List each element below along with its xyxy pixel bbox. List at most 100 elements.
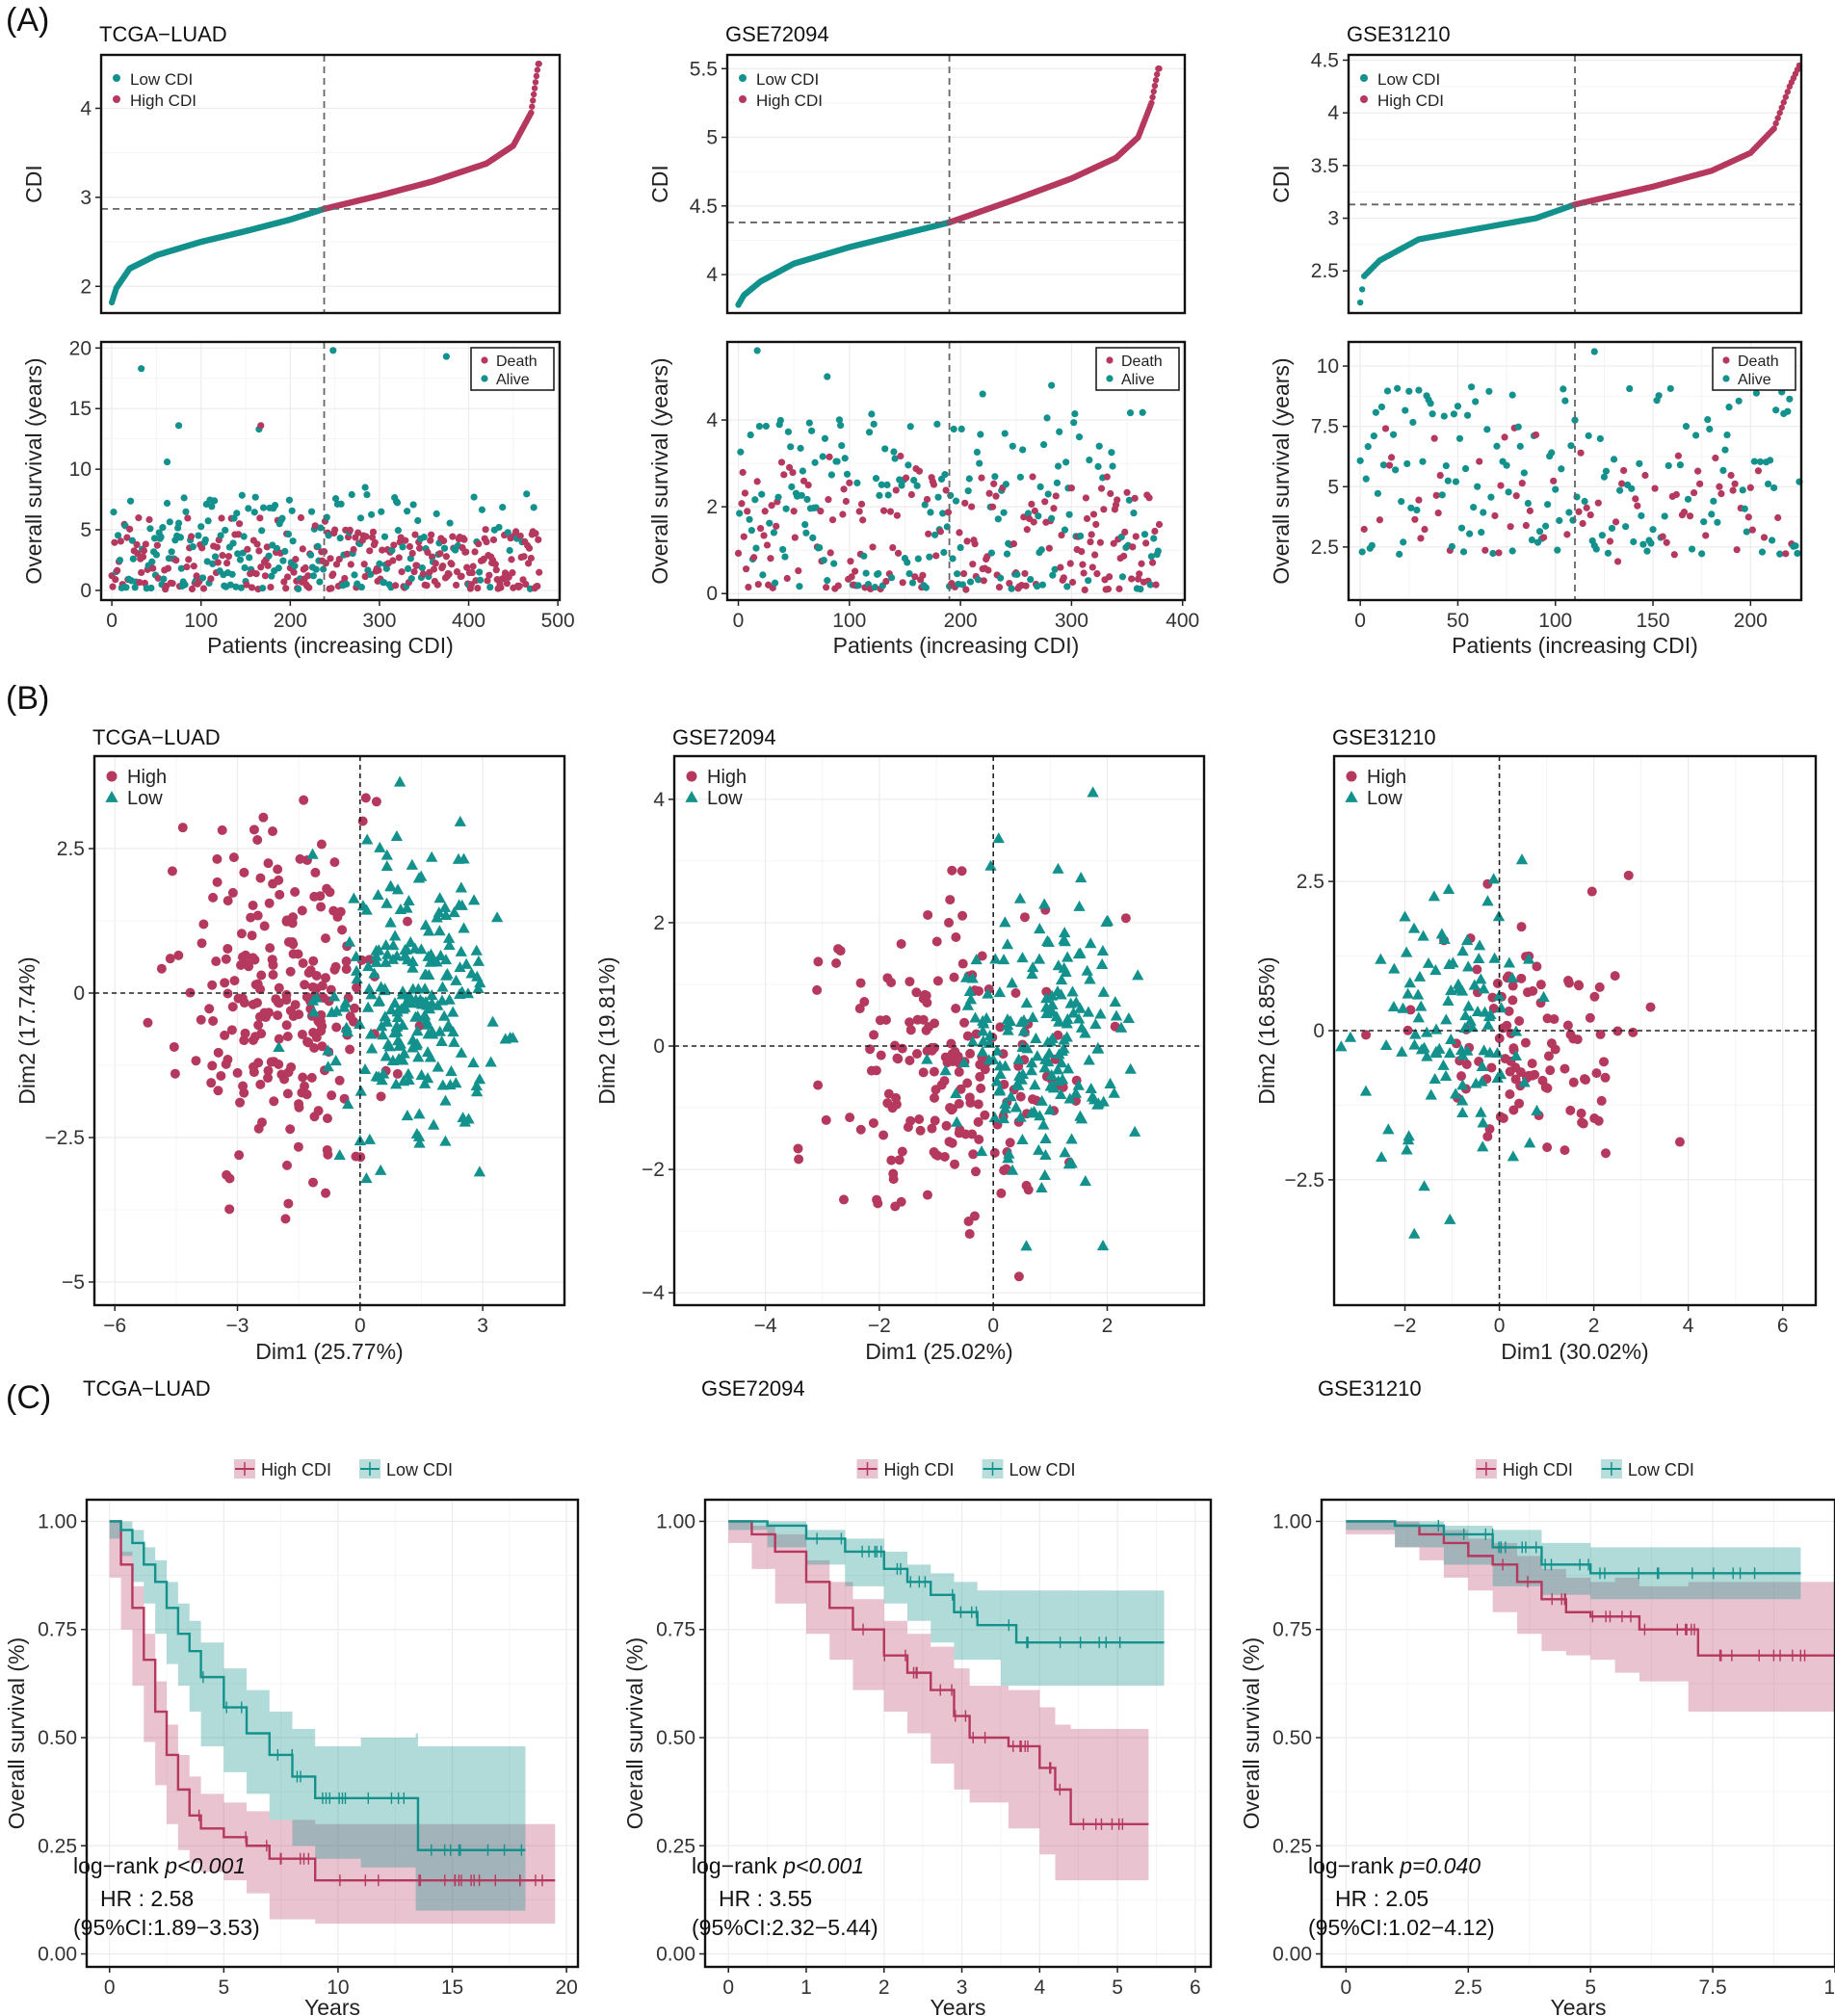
high-group-point bbox=[1514, 1098, 1525, 1109]
death-point bbox=[341, 574, 349, 583]
low-group-point bbox=[980, 1011, 993, 1023]
y-tick-label: 5 bbox=[80, 519, 92, 541]
high-group-point bbox=[1593, 1115, 1604, 1126]
alive-point bbox=[1108, 449, 1115, 457]
survival-points bbox=[1356, 348, 1803, 565]
alive-point bbox=[1581, 497, 1588, 506]
high-group-point bbox=[980, 1110, 990, 1120]
low-group-point bbox=[1058, 933, 1070, 945]
low-group-point bbox=[957, 1056, 970, 1068]
death-point bbox=[244, 545, 251, 553]
low-group-point bbox=[1089, 1018, 1102, 1030]
low-group-point bbox=[1006, 1164, 1019, 1175]
low-group-point bbox=[1059, 927, 1071, 938]
death-point bbox=[1134, 575, 1142, 583]
high-group-point bbox=[1595, 1029, 1606, 1039]
high-group-point bbox=[1472, 964, 1482, 975]
high-cdi-point bbox=[1776, 109, 1783, 117]
death-point bbox=[1023, 526, 1031, 534]
death-point bbox=[962, 586, 970, 593]
alive-point bbox=[343, 580, 351, 589]
high-group-point bbox=[197, 938, 207, 949]
low-group-point bbox=[1399, 910, 1411, 922]
low-group-point bbox=[997, 1113, 1010, 1124]
alive-point bbox=[973, 448, 982, 457]
x-tick-label: 0 bbox=[106, 610, 118, 632]
logrank-text: log−rank p<0.001 bbox=[692, 1853, 864, 1878]
death-point bbox=[402, 537, 409, 544]
high-group-point bbox=[1516, 973, 1527, 983]
low-group-point bbox=[363, 1133, 377, 1144]
high-group-point bbox=[263, 1073, 274, 1084]
high-group-point bbox=[316, 839, 327, 850]
death-point bbox=[1686, 512, 1694, 520]
high-group-point bbox=[303, 1037, 314, 1048]
low-group-point bbox=[328, 990, 341, 1002]
alive-point bbox=[1706, 425, 1714, 433]
alive-point bbox=[363, 490, 371, 499]
low-group-point bbox=[1046, 998, 1059, 1009]
alive-point bbox=[1567, 442, 1575, 450]
low-cdi-point bbox=[1358, 286, 1366, 293]
low-group-point bbox=[1084, 973, 1096, 984]
x-tick-label: 3 bbox=[477, 1315, 488, 1337]
x-tick-label: 0 bbox=[354, 1315, 366, 1337]
death-point bbox=[117, 537, 124, 545]
legend-label: High CDI bbox=[261, 1460, 331, 1479]
alive-point bbox=[821, 434, 829, 442]
low-group-point bbox=[1050, 1010, 1063, 1022]
high-group-point bbox=[1589, 991, 1600, 1002]
plot-frame bbox=[1347, 340, 1803, 602]
low-group-point bbox=[412, 872, 426, 883]
alive-point bbox=[376, 560, 383, 567]
death-point bbox=[283, 573, 292, 581]
death-point bbox=[1103, 473, 1111, 481]
alive-point bbox=[1558, 465, 1565, 473]
x-axis-label: Patients (increasing CDI) bbox=[833, 633, 1080, 658]
alive-point bbox=[1086, 456, 1093, 464]
high-group-point bbox=[198, 919, 209, 929]
death-point bbox=[1672, 490, 1680, 499]
death-point bbox=[1594, 499, 1602, 507]
alive-point bbox=[1053, 479, 1062, 486]
death-point bbox=[961, 499, 969, 507]
death-point bbox=[828, 516, 837, 524]
high-group-point bbox=[999, 1079, 1009, 1089]
death-point bbox=[825, 496, 832, 504]
high-group-point bbox=[970, 1166, 981, 1177]
alive-point bbox=[245, 505, 252, 512]
confidence-bands bbox=[728, 1521, 1165, 1881]
death-point bbox=[1009, 539, 1018, 548]
high-group-point bbox=[246, 912, 256, 923]
x-axis-label: Dim1 (25.77%) bbox=[255, 1339, 403, 1364]
death-point bbox=[1006, 579, 1013, 588]
death-point bbox=[1694, 467, 1702, 475]
low-cdi-curve bbox=[728, 1520, 1165, 1644]
death-point bbox=[460, 536, 468, 543]
alive-point bbox=[1666, 384, 1674, 393]
low-group-point bbox=[406, 961, 419, 973]
low-group-point bbox=[1066, 985, 1079, 997]
alive-point bbox=[939, 510, 947, 517]
high-group-point bbox=[1492, 978, 1503, 988]
high-group-point bbox=[996, 1188, 1007, 1198]
high-group-point bbox=[930, 1092, 940, 1103]
death-point bbox=[536, 568, 543, 576]
low-group-point bbox=[388, 997, 402, 1008]
hazard-ratio: HR : 3.55 bbox=[719, 1886, 812, 1911]
alive-point bbox=[908, 579, 917, 587]
low-group-point bbox=[1064, 997, 1077, 1008]
low-group-point bbox=[351, 973, 363, 984]
y-tick-label: 1.00 bbox=[38, 1510, 77, 1532]
death-point bbox=[329, 570, 337, 578]
x-tick-label: 5 bbox=[1585, 1977, 1596, 1999]
low-group-point bbox=[1043, 1104, 1057, 1115]
alive-point bbox=[357, 583, 366, 591]
low-group-point bbox=[410, 1127, 424, 1139]
alive-point bbox=[1429, 410, 1436, 418]
km-curves bbox=[1346, 1519, 1835, 1662]
death-point bbox=[1634, 502, 1641, 510]
alive-point bbox=[904, 461, 912, 469]
high-group-point bbox=[904, 1017, 915, 1028]
